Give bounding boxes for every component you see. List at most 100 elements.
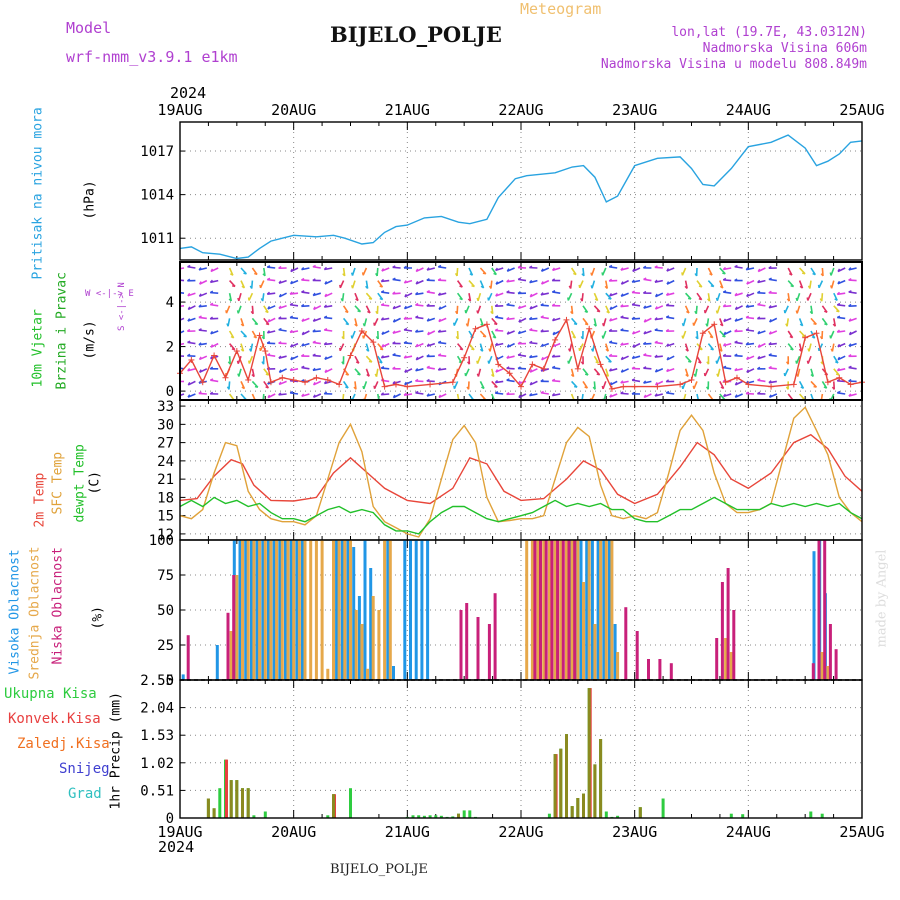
- wind-barb-head: [705, 323, 708, 327]
- wind-barb: [263, 305, 269, 313]
- wind-barb: [324, 292, 333, 298]
- wind-barb: [631, 303, 641, 307]
- wind-barb-head: [506, 378, 510, 381]
- wind-barb: [415, 391, 424, 395]
- bar-cloud-1: [292, 540, 296, 680]
- wind-barb: [506, 379, 515, 383]
- bar-cloud-1: [383, 540, 387, 680]
- bar-precip-0: [451, 816, 455, 818]
- wind-barb: [541, 355, 550, 361]
- wind-barb-head: [631, 366, 635, 370]
- x-tick-label-bottom: 19AUG: [157, 823, 202, 841]
- wind-barb: [381, 393, 390, 396]
- wind-barb-head: [301, 393, 305, 397]
- bar-precip-2: [565, 734, 568, 818]
- precip-legend-conv: Konvek.Kisa: [8, 711, 101, 727]
- panel-frame-precip: [179, 679, 863, 819]
- wind-barb-head: [768, 394, 772, 398]
- wind-barb-head: [551, 365, 556, 369]
- wind-barb-head: [835, 373, 840, 376]
- wind-barb: [655, 292, 664, 298]
- wind-barb-head: [757, 355, 761, 360]
- bar-cloud-0: [585, 540, 589, 680]
- wind-barb: [768, 354, 777, 357]
- wind-barb: [643, 330, 652, 335]
- wind-barb: [198, 267, 207, 271]
- wind-barb-head: [495, 369, 499, 373]
- bar-cloud-0: [426, 540, 430, 680]
- wind-barb-head: [375, 310, 379, 315]
- wind-barb-head: [301, 277, 305, 281]
- wind-barb-head: [590, 285, 593, 289]
- wind-barb: [723, 291, 732, 294]
- wind-barb: [354, 292, 359, 301]
- wind-barb: [784, 368, 789, 377]
- x-tick-label-top: 23AUG: [612, 101, 657, 119]
- wind-barb: [734, 354, 743, 357]
- wind-barb-head: [529, 381, 533, 386]
- wind-barb-head: [540, 343, 544, 347]
- wind-barb-head: [487, 360, 490, 364]
- wind-barb: [552, 317, 561, 322]
- y-tick-label-temperature: 30: [157, 417, 174, 433]
- wind-barb: [456, 292, 464, 301]
- wind-barb-head: [312, 394, 316, 398]
- wind-barb: [643, 367, 652, 370]
- bar-precip-2: [229, 780, 233, 818]
- wind-barb: [799, 330, 806, 338]
- bar-cloud-0: [352, 547, 356, 680]
- wind-barb-head: [836, 329, 840, 333]
- bar-cloud-1: [252, 540, 256, 680]
- wind-barb-head: [236, 360, 239, 364]
- wind-barb: [438, 354, 447, 357]
- wind-barb: [540, 368, 550, 372]
- y-tick-label-cloud: 75: [157, 568, 174, 584]
- wind-barb-head: [278, 381, 282, 385]
- bar-cloud-1: [303, 540, 307, 680]
- wind-barb: [210, 379, 219, 383]
- wind-barb-head: [278, 280, 282, 284]
- wind-barb-head: [266, 330, 270, 334]
- wind-barb-head: [210, 268, 214, 272]
- wind-barb-head: [459, 348, 463, 351]
- wind-barb: [491, 380, 498, 388]
- wind-barb: [415, 316, 424, 320]
- bar-cloud-0: [392, 666, 395, 680]
- wind-barb: [830, 393, 835, 400]
- wind-barb: [593, 368, 601, 376]
- wind-barb: [734, 341, 743, 345]
- wind-barb: [605, 368, 610, 377]
- wind-barb-head: [198, 315, 202, 319]
- wind-barb: [279, 292, 287, 298]
- bar-cloud-1: [309, 540, 313, 680]
- wind-barb: [506, 330, 515, 335]
- wind-barb: [567, 355, 573, 364]
- bar-cloud-1: [337, 540, 341, 680]
- wind-barb-head: [426, 290, 430, 293]
- bar-precip-2: [587, 688, 591, 818]
- y-tick-label-pressure: 1011: [140, 231, 174, 247]
- wind-barb-head: [437, 340, 442, 344]
- wind-barb: [848, 267, 857, 271]
- wind-barb: [339, 343, 345, 352]
- wind-barb-head: [688, 360, 692, 363]
- wind-barb: [312, 341, 321, 345]
- wind-barb-head: [601, 272, 604, 276]
- wind-barb: [279, 368, 287, 374]
- wind-barb: [324, 368, 333, 374]
- wind-barb-head: [720, 386, 724, 390]
- wind-barb: [798, 381, 805, 389]
- wind-barb: [593, 305, 601, 313]
- wind-barb: [392, 292, 401, 295]
- wind-barb-head: [187, 353, 191, 357]
- x-tick-label-top: 19AUG: [157, 101, 202, 119]
- wind-barb: [570, 368, 575, 377]
- wind-barb-head: [210, 330, 214, 335]
- wind-barb-head: [848, 378, 852, 382]
- wind-barb: [487, 292, 493, 301]
- wind-barb-head: [715, 310, 718, 314]
- wind-barb-head: [723, 318, 727, 322]
- wind-barb: [582, 267, 585, 277]
- wind-barb: [833, 318, 837, 327]
- wind-barb: [541, 267, 550, 272]
